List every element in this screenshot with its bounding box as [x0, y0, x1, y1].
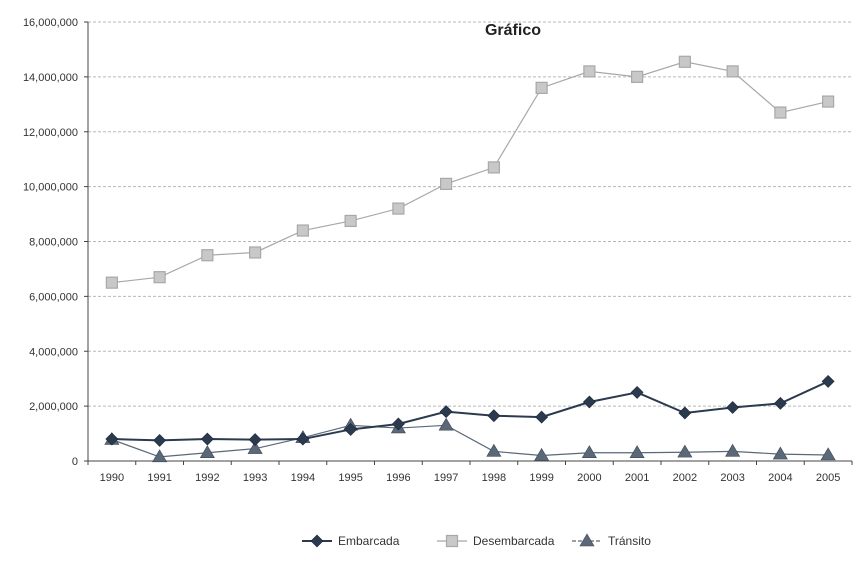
- x-tick-label: 1999: [529, 472, 553, 484]
- data-point-transito: [199, 445, 215, 458]
- data-point-desembarcada: [392, 202, 405, 215]
- x-tick-label: 2005: [816, 472, 840, 484]
- x-tick-label: 2002: [673, 472, 697, 484]
- x-tick-label: 2004: [768, 472, 792, 484]
- x-tick-label: 1993: [243, 472, 267, 484]
- data-point-embarcada: [821, 375, 835, 388]
- legend-marker-embarcada: [310, 534, 324, 548]
- legend-label-embarcada: Embarcada: [338, 534, 400, 548]
- data-point-embarcada: [200, 432, 214, 446]
- data-point-transito: [820, 447, 836, 461]
- y-tick-label: 2,000,000: [29, 401, 78, 413]
- y-tick-label: 10,000,000: [23, 182, 78, 194]
- data-point-embarcada: [487, 409, 501, 423]
- y-tick-label: 14,000,000: [23, 72, 78, 84]
- data-point-transito: [438, 417, 454, 431]
- data-point-transito: [581, 445, 597, 458]
- data-point-embarcada: [773, 396, 787, 410]
- data-point-embarcada: [105, 432, 119, 446]
- data-point-desembarcada: [249, 246, 262, 259]
- data-point-transito: [534, 447, 550, 461]
- chart-title: Gráfico: [485, 22, 541, 39]
- data-point-embarcada: [582, 395, 596, 409]
- data-point-transito: [486, 443, 502, 457]
- x-tick-label: 1994: [291, 472, 315, 484]
- series-line-embarcada: [111, 380, 829, 442]
- legend-marker-desembarcada: [445, 534, 459, 548]
- data-point-transito: [677, 444, 693, 458]
- data-point-desembarcada: [344, 214, 357, 228]
- y-tick-label: 4,000,000: [29, 346, 78, 358]
- data-point-desembarcada: [440, 177, 453, 190]
- data-point-embarcada: [391, 417, 405, 431]
- y-tick-label: 12,000,000: [23, 127, 78, 139]
- data-point-desembarcada: [535, 81, 548, 94]
- legend-marker-transito: [579, 533, 595, 547]
- series-line-desembarcada: [111, 61, 829, 284]
- data-point-embarcada: [535, 410, 549, 424]
- y-tick-label: 16,000,000: [23, 17, 78, 29]
- data-point-desembarcada: [583, 65, 596, 78]
- x-tick-label: 1998: [482, 472, 506, 484]
- data-point-desembarcada: [678, 55, 691, 68]
- data-point-desembarcada: [201, 249, 214, 262]
- data-point-desembarcada: [631, 70, 644, 83]
- data-point-transito: [725, 443, 741, 457]
- data-point-embarcada: [439, 405, 453, 419]
- data-point-transito: [247, 441, 263, 454]
- legend-item-transito: Tránsito: [572, 533, 651, 548]
- x-tick-label: 1991: [147, 472, 171, 484]
- data-point-desembarcada: [726, 65, 739, 78]
- legend-label-desembarcada: Desembarcada: [473, 534, 555, 548]
- data-point-embarcada: [344, 423, 358, 436]
- data-point-transito: [772, 446, 788, 460]
- data-point-desembarcada: [774, 106, 787, 119]
- x-tick-label: 1990: [100, 472, 124, 484]
- data-point-transito: [629, 445, 645, 458]
- data-point-embarcada: [630, 385, 644, 399]
- series-embarcada: [105, 375, 835, 447]
- data-point-embarcada: [726, 401, 740, 414]
- legend-item-embarcada: Embarcada: [302, 534, 400, 548]
- data-point-desembarcada: [105, 276, 118, 289]
- series-group: [104, 55, 836, 463]
- legend-item-desembarcada: Desembarcada: [437, 534, 555, 548]
- series-line-transito: [111, 424, 829, 458]
- data-point-embarcada: [248, 433, 262, 447]
- data-point-embarcada: [153, 433, 167, 447]
- x-tick-label: 2003: [720, 472, 744, 484]
- x-tick-label: 2000: [577, 472, 601, 484]
- x-tick-label: 1992: [195, 472, 219, 484]
- data-point-desembarcada: [153, 271, 166, 284]
- legend-label-transito: Tránsito: [608, 534, 651, 548]
- data-point-embarcada: [296, 432, 310, 446]
- gridlines: [88, 21, 852, 407]
- axes: 0 2,000,000 4,000,000 6,000,000 8,000,000 10,…: [23, 17, 853, 484]
- y-tick-label: 8,000,000: [29, 237, 78, 249]
- y-tick-label: 6,000,000: [29, 291, 78, 303]
- y-tick-label: 0: [72, 456, 78, 468]
- x-tick-label: 1995: [338, 472, 362, 484]
- data-point-transito: [152, 449, 168, 463]
- x-tick-label: 1997: [434, 472, 458, 484]
- data-point-embarcada: [678, 406, 692, 420]
- x-tick-label: 2001: [625, 472, 649, 484]
- data-point-desembarcada: [822, 95, 835, 108]
- data-point-desembarcada: [296, 224, 309, 237]
- legend: Embarcada Desembarcada Tránsito: [302, 533, 651, 548]
- data-point-desembarcada: [487, 161, 500, 174]
- x-tick-label: 1996: [386, 472, 410, 484]
- series-desembarcada: [105, 55, 835, 289]
